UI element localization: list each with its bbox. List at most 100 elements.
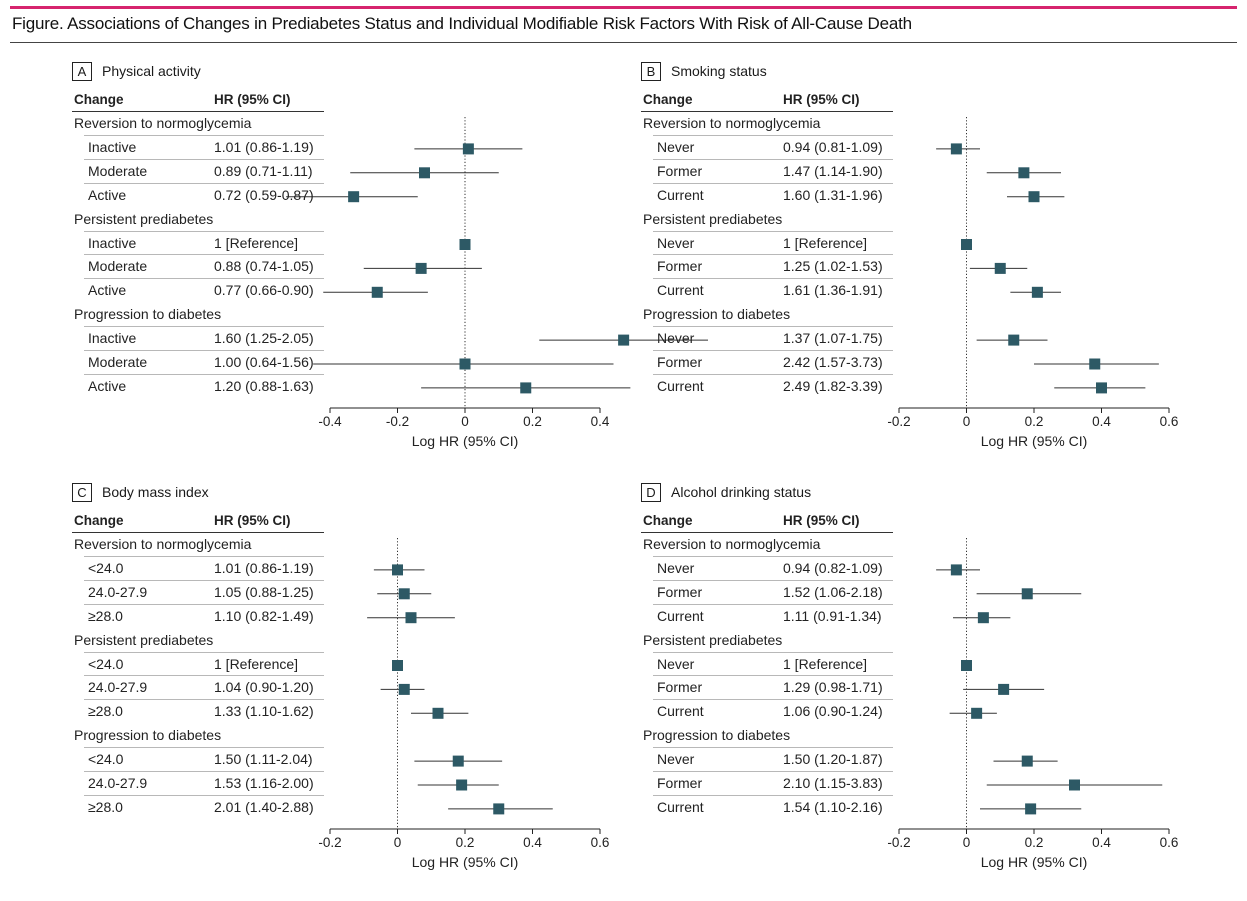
group-label: Progression to diabetes [74, 727, 222, 744]
row-separator [653, 651, 893, 653]
top-accent-rule [10, 6, 1237, 9]
row-separator [653, 699, 893, 701]
x-tick-label: 0.4 [1092, 835, 1111, 850]
hr-point-marker [456, 779, 468, 791]
figure-title: Figure. Associations of Changes in Predi… [12, 14, 912, 33]
col-header-change: Change [74, 513, 124, 528]
hr-point-marker [1021, 588, 1033, 600]
x-axis-label: Log HR (95% CI) [412, 433, 519, 449]
hr-point-marker [950, 143, 962, 155]
hr-point-marker [1018, 167, 1030, 179]
row-label: Never [657, 751, 695, 768]
row-hr-value: 1.11 (0.91-1.34) [783, 607, 882, 624]
panel-label: D [641, 483, 661, 502]
group-label: Reversion to normoglycemia [74, 115, 252, 131]
row-separator [84, 771, 324, 772]
row-separator [653, 350, 893, 351]
row-label: Active [88, 186, 127, 203]
hr-point-marker [994, 262, 1006, 274]
row-hr-value: 1.47 (1.14-1.90) [783, 162, 883, 179]
hr-point-marker [415, 262, 427, 274]
panel-label: C [72, 483, 92, 502]
x-axis-label: Log HR (95% CI) [981, 433, 1088, 449]
row-separator [84, 555, 324, 557]
row-separator [653, 230, 893, 232]
hr-point-marker [348, 191, 360, 203]
row-label: Current [657, 798, 704, 815]
x-tick-label: -0.2 [318, 835, 341, 850]
row-label: Never [657, 138, 695, 155]
row-separator [84, 373, 324, 375]
row-label: 24.0-27.9 [88, 583, 148, 600]
x-tick-label: -0.2 [887, 835, 910, 850]
row-hr-value: 1.04 (0.90-1.20) [214, 679, 314, 696]
row-hr-value: 1.37 (1.07-1.75) [783, 330, 883, 347]
hr-point-marker [971, 707, 983, 719]
row-separator [84, 182, 324, 184]
hr-point-marker [961, 660, 972, 671]
panel-c: C Body mass index Change HR (95% CI) -0.2 0 0.… [72, 481, 672, 901]
hr-point-marker [459, 239, 471, 250]
panel-a: A Physical activity Change HR (95% CI) -0.4-… [72, 60, 708, 480]
hr-point-marker [432, 707, 444, 719]
row-hr-value: 0.72 (0.59-0.87) [214, 186, 314, 203]
row-separator [84, 326, 324, 328]
panel-title: Physical activity [102, 63, 201, 79]
row-label: Active [88, 282, 127, 299]
row-separator [653, 675, 893, 677]
row-separator [84, 278, 324, 280]
row-label: Former [657, 583, 703, 600]
row-label: Current [657, 282, 704, 299]
row-separator [653, 254, 893, 256]
row-label: 24.0-27.9 [88, 775, 148, 791]
row-hr-value: 2.10 (1.15-3.83) [783, 775, 883, 791]
row-label: ≥28.0 [88, 798, 123, 815]
row-separator [653, 555, 893, 557]
row-separator [84, 794, 324, 796]
col-header-change: Change [74, 92, 124, 107]
row-hr-value: 2.49 (1.82-3.39) [783, 377, 883, 394]
row-label: Never [657, 559, 695, 576]
row-separator [653, 278, 893, 280]
hr-point-marker [1008, 334, 1020, 346]
row-label: Current [657, 377, 704, 394]
row-label: Inactive [88, 234, 137, 251]
panel-title: Alcohol drinking status [671, 484, 812, 500]
row-label: Never [657, 655, 695, 672]
row-hr-value: 1.33 (1.10-1.62) [214, 703, 314, 720]
row-label: Never [657, 234, 695, 251]
row-separator [653, 771, 893, 772]
group-label: Persistent prediabetes [643, 631, 783, 648]
col-header-hr: HR (95% CI) [783, 92, 860, 107]
row-separator [84, 651, 324, 653]
row-hr-value: 0.88 (0.74-1.05) [214, 258, 314, 275]
row-hr-value: 1.60 (1.31-1.96) [783, 186, 883, 203]
group-label: Reversion to normoglycemia [74, 536, 252, 552]
row-hr-value: 1.01 (0.86-1.19) [214, 138, 314, 155]
row-label: Inactive [88, 330, 137, 347]
row-hr-value: 1 [Reference] [214, 234, 299, 251]
row-separator [84, 254, 324, 256]
row-hr-value: 1 [Reference] [214, 655, 299, 672]
row-hr-value: 2.42 (1.57-3.73) [783, 354, 883, 370]
panel-label: A [72, 62, 92, 81]
row-separator [653, 134, 893, 136]
row-label: Active [88, 377, 127, 394]
hr-point-marker [618, 334, 630, 346]
x-tick-label: 0.2 [456, 835, 475, 850]
row-separator [84, 675, 324, 677]
hr-point-marker [520, 382, 532, 394]
row-label: Current [657, 186, 704, 203]
row-label: Never [657, 330, 695, 347]
row-label: Former [657, 679, 703, 696]
x-tick-label: 0.2 [1025, 414, 1044, 429]
row-hr-value: 0.77 (0.66-0.90) [214, 282, 314, 299]
hr-point-marker [452, 755, 464, 767]
row-hr-value: 1.01 (0.86-1.19) [214, 559, 314, 576]
x-tick-label: -0.2 [887, 414, 910, 429]
row-hr-value: 1.53 (1.16-2.00) [214, 775, 314, 791]
row-separator [653, 603, 893, 605]
x-tick-label: 0.6 [1160, 835, 1179, 850]
panel-d: D Alcohol drinking status Change HR (95% CI… [641, 481, 1241, 901]
hr-point-marker [459, 358, 471, 370]
